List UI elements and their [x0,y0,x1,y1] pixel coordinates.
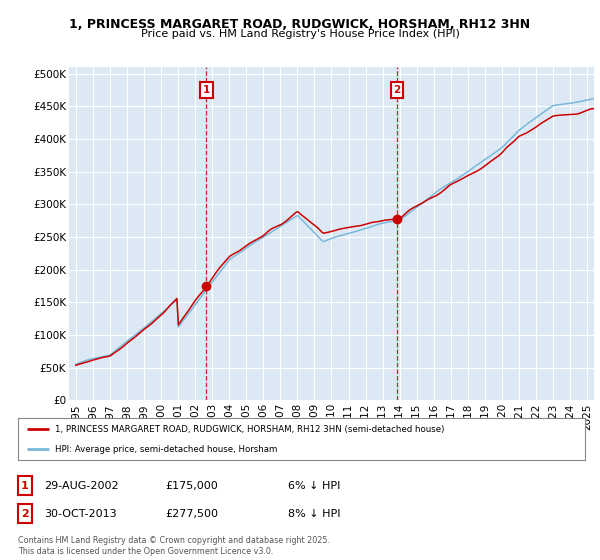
Text: 6% ↓ HPI: 6% ↓ HPI [288,480,340,491]
Text: 1: 1 [203,85,210,95]
Text: 1, PRINCESS MARGARET ROAD, RUDGWICK, HORSHAM, RH12 3HN (semi-detached house): 1, PRINCESS MARGARET ROAD, RUDGWICK, HOR… [55,424,444,434]
Text: £277,500: £277,500 [165,508,218,519]
Text: 30-OCT-2013: 30-OCT-2013 [44,508,116,519]
Text: 1, PRINCESS MARGARET ROAD, RUDGWICK, HORSHAM, RH12 3HN: 1, PRINCESS MARGARET ROAD, RUDGWICK, HOR… [70,18,530,31]
Text: Price paid vs. HM Land Registry's House Price Index (HPI): Price paid vs. HM Land Registry's House … [140,29,460,39]
Text: 1: 1 [21,480,29,491]
Text: Contains HM Land Registry data © Crown copyright and database right 2025.
This d: Contains HM Land Registry data © Crown c… [18,536,330,556]
Text: 29-AUG-2002: 29-AUG-2002 [44,480,118,491]
Text: 8% ↓ HPI: 8% ↓ HPI [288,508,341,519]
Text: 2: 2 [393,85,400,95]
Text: HPI: Average price, semi-detached house, Horsham: HPI: Average price, semi-detached house,… [55,445,277,454]
Text: 2: 2 [21,508,29,519]
Text: £175,000: £175,000 [165,480,218,491]
